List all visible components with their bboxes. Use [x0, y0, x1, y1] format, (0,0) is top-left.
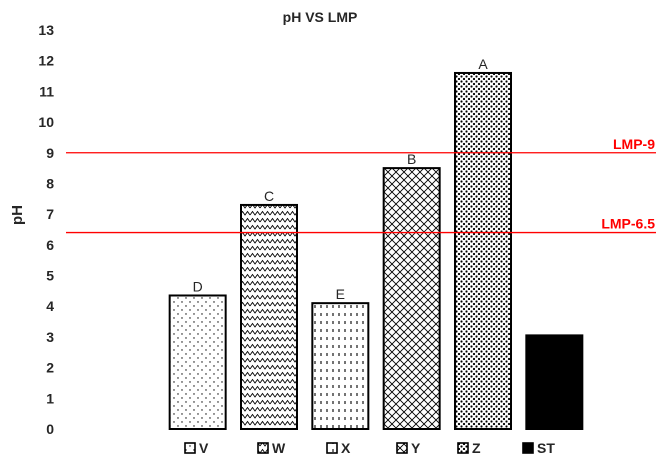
- legend-swatch-x: [326, 442, 338, 454]
- y-tick-label: 5: [46, 268, 54, 284]
- legend: V W X Y Z ST: [184, 440, 555, 455]
- bar-label-v: D: [193, 278, 203, 294]
- y-tick-label: 12: [38, 53, 54, 69]
- legend-label-st: ST: [537, 440, 555, 455]
- chart-title: pH VS LMP: [283, 9, 358, 25]
- legend-swatch-st: [522, 442, 534, 454]
- bar-label-x: E: [336, 286, 345, 302]
- y-tick-label: 7: [46, 206, 54, 222]
- bar-label-w: C: [264, 188, 274, 204]
- bars: [168, 71, 584, 430]
- reference-line-label-1: LMP-9: [613, 136, 655, 152]
- y-tick-label: 6: [46, 237, 54, 253]
- legend-swatch-v: [184, 442, 196, 454]
- y-tick-label: 2: [46, 360, 54, 376]
- legend-swatch-y: [396, 442, 408, 454]
- bar-v: [168, 294, 227, 430]
- bar-labels: D C E B A: [193, 56, 489, 302]
- bar-y: [382, 167, 441, 430]
- y-tick-label: 9: [46, 145, 54, 161]
- legend-label-w: W: [272, 440, 286, 455]
- legend-label-y: Y: [411, 440, 421, 455]
- bar-z: [454, 71, 512, 430]
- reference-lines: LMP-9 LMP-6.5: [66, 136, 656, 234]
- y-tick-label: 1: [46, 390, 54, 406]
- legend-swatch-w: [257, 442, 269, 454]
- bar-label-z: A: [478, 56, 488, 72]
- y-axis-label: pH: [9, 205, 26, 225]
- y-tick-label: 4: [46, 298, 54, 314]
- bar-st: [525, 334, 584, 430]
- bar-x: [311, 302, 370, 430]
- y-tick-label: 3: [46, 329, 54, 345]
- y-tick-label: 8: [46, 175, 54, 191]
- y-tick-label: 11: [39, 83, 54, 99]
- bar-label-y: B: [407, 151, 416, 167]
- y-tick-label: 0: [46, 421, 54, 437]
- y-tick-label: 10: [38, 114, 54, 130]
- legend-label-z: Z: [472, 440, 481, 455]
- legend-label-v: V: [199, 440, 209, 455]
- legend-swatch-z: [457, 442, 469, 454]
- bar-w: [240, 203, 298, 430]
- legend-label-x: X: [341, 440, 351, 455]
- reference-line-label-2: LMP-6.5: [601, 216, 655, 232]
- y-tick-label: 13: [38, 22, 54, 38]
